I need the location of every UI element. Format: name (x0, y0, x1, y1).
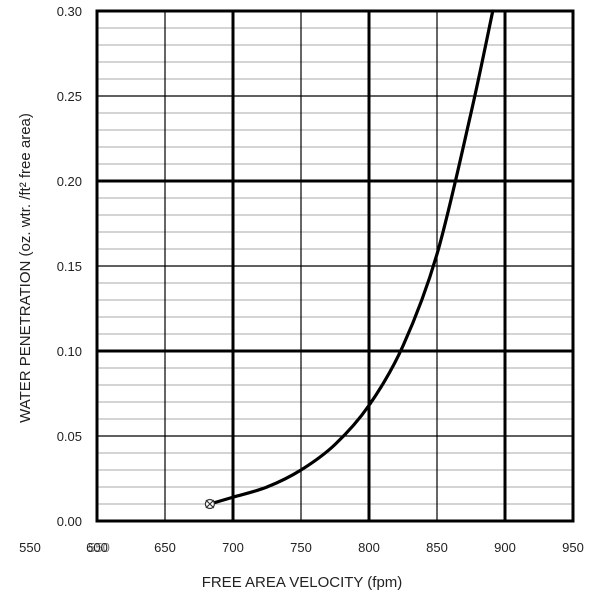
start-marker (205, 500, 214, 509)
y-tick-label: 0.25 (57, 89, 82, 104)
y-tick-label: 0.30 (57, 4, 82, 19)
y-axis-title: WATER PENETRATION (oz. wtr. /ft² free ar… (17, 113, 34, 423)
x-tick-label: 800 (358, 540, 380, 555)
x-tick-label: 850 (426, 540, 448, 555)
x-tick-label: 700 (222, 540, 244, 555)
y-tick-label: 0.15 (57, 259, 82, 274)
x-axis-title: FREE AREA VELOCITY (fpm) (202, 574, 403, 591)
x-tick-label: 750 (290, 540, 312, 555)
x-tick-label: 900 (494, 540, 516, 555)
y-tick-label: 0.10 (57, 344, 82, 359)
x-tick-label: 550 (19, 540, 41, 555)
x-tick-label: 650 (154, 540, 176, 555)
x-tick-label: 950 (562, 540, 584, 555)
y-tick-label: 0.00 (57, 514, 82, 529)
x-tick-label-overlap: 550 (88, 540, 110, 555)
y-tick-label: 0.05 (57, 429, 82, 444)
y-tick-label: 0.20 (57, 174, 82, 189)
